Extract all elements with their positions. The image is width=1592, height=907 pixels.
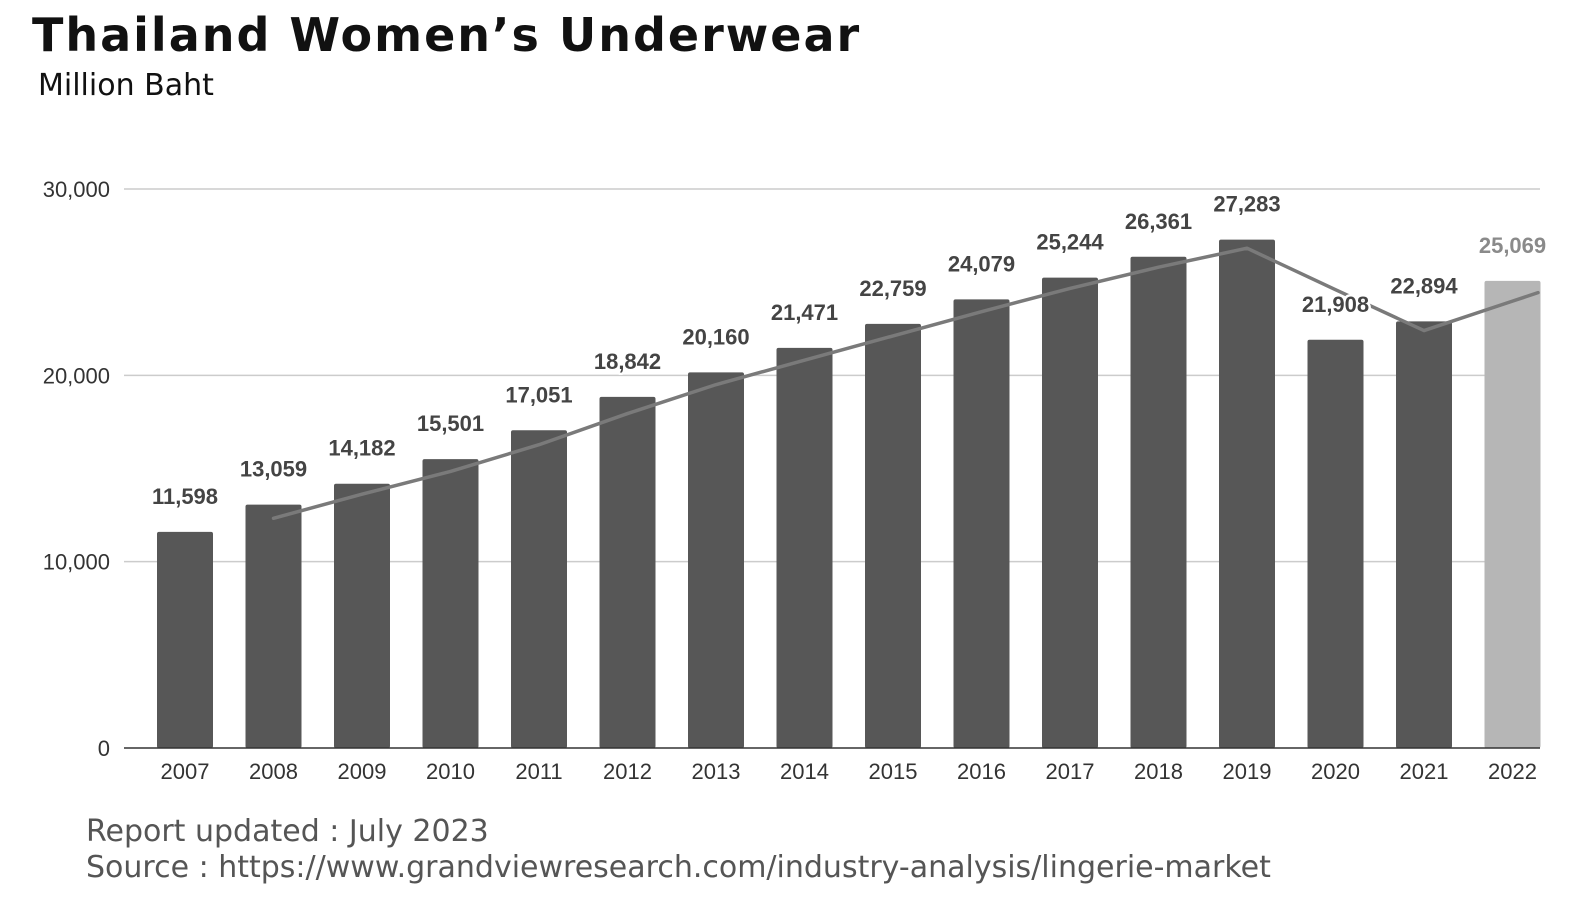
x-tick-label: 2017 xyxy=(1046,759,1095,784)
x-tick-label: 2011 xyxy=(515,759,562,784)
x-tick-label: 2016 xyxy=(957,759,1006,784)
trendline-group xyxy=(271,246,1540,521)
data-label-2007: 11,598 xyxy=(152,484,218,509)
chart-title: Thailand Women’s Underwear xyxy=(32,8,862,62)
bar-2021 xyxy=(1396,321,1452,748)
bar-2009 xyxy=(334,483,390,748)
bar-2019 xyxy=(1219,239,1275,748)
data-label-2020: 21,908 xyxy=(1302,292,1369,317)
x-axis-ticks: 2007 2008 2009 2010 2011 2012 2013 2014 2015 2016… xyxy=(161,759,1537,784)
y-axis-ticks: 0 10,000 20,000 30,000 xyxy=(43,177,110,761)
data-label-2012: 18,842 xyxy=(594,349,661,374)
bar-2018 xyxy=(1130,256,1187,748)
data-label-2022: 25,069 xyxy=(1479,233,1546,258)
bar-2020 xyxy=(1307,339,1364,748)
data-label-2016: 24,079 xyxy=(948,251,1015,276)
bars xyxy=(157,239,1541,748)
data-label-2014: 21,471 xyxy=(771,300,838,325)
x-tick-label: 2014 xyxy=(780,759,829,784)
trendline xyxy=(271,246,1540,521)
x-tick-label: 2013 xyxy=(692,759,741,784)
bar-2007 xyxy=(157,531,213,748)
data-label-2009: 14,182 xyxy=(328,436,395,461)
x-tick-label: 2012 xyxy=(603,759,652,784)
y-tick-label: 10,000 xyxy=(43,550,110,575)
bar-2013 xyxy=(688,372,744,748)
bar-2012 xyxy=(599,396,656,748)
x-tick-label: 2022 xyxy=(1488,759,1537,784)
bar-2016 xyxy=(953,299,1010,748)
bar-2014 xyxy=(776,347,833,748)
y-tick-label: 30,000 xyxy=(43,177,110,202)
data-label-2015: 22,759 xyxy=(859,276,926,301)
data-labels: 11,598 13,059 14,182 15,501 17,051 18,842 20,1… xyxy=(149,189,1548,511)
bar-2015 xyxy=(865,323,921,748)
x-tick-label: 2008 xyxy=(249,759,298,784)
x-tick-label: 2018 xyxy=(1134,759,1183,784)
x-tick-label: 2019 xyxy=(1223,759,1272,784)
x-tick-label: 2009 xyxy=(338,759,387,784)
data-label-2021: 22,894 xyxy=(1390,273,1458,298)
data-label-2010: 15,501 xyxy=(417,411,484,436)
y-tick-label: 20,000 xyxy=(43,363,110,388)
bar-2011 xyxy=(511,430,567,748)
data-label-2008: 13,059 xyxy=(240,457,307,482)
bar-2022 xyxy=(1484,280,1541,748)
x-tick-label: 2021 xyxy=(1400,759,1449,784)
report-updated-note: Report updated : July 2023 xyxy=(86,814,489,849)
chart-subtitle: Million Baht xyxy=(38,68,214,103)
data-label-2013: 20,160 xyxy=(682,324,749,349)
data-label-2019: 27,283 xyxy=(1213,192,1280,217)
bar-2010 xyxy=(422,459,479,748)
bar-2008 xyxy=(245,504,302,748)
source-note: Source : https://www.grandviewresearch.c… xyxy=(86,850,1271,885)
x-tick-label: 2015 xyxy=(869,759,918,784)
y-tick-label: 0 xyxy=(98,736,110,761)
data-label-2011: 17,051 xyxy=(505,382,572,407)
x-tick-label: 2020 xyxy=(1311,759,1360,784)
bar-chart: 0 10,000 20,000 30,000 11,598 13,059 14,182 15… xyxy=(42,177,1548,784)
data-label-2017: 25,244 xyxy=(1036,230,1104,255)
data-label-2018: 26,361 xyxy=(1125,209,1192,234)
x-tick-label: 2007 xyxy=(161,759,210,784)
bar-2017 xyxy=(1042,277,1098,748)
x-tick-label: 2010 xyxy=(426,759,475,784)
